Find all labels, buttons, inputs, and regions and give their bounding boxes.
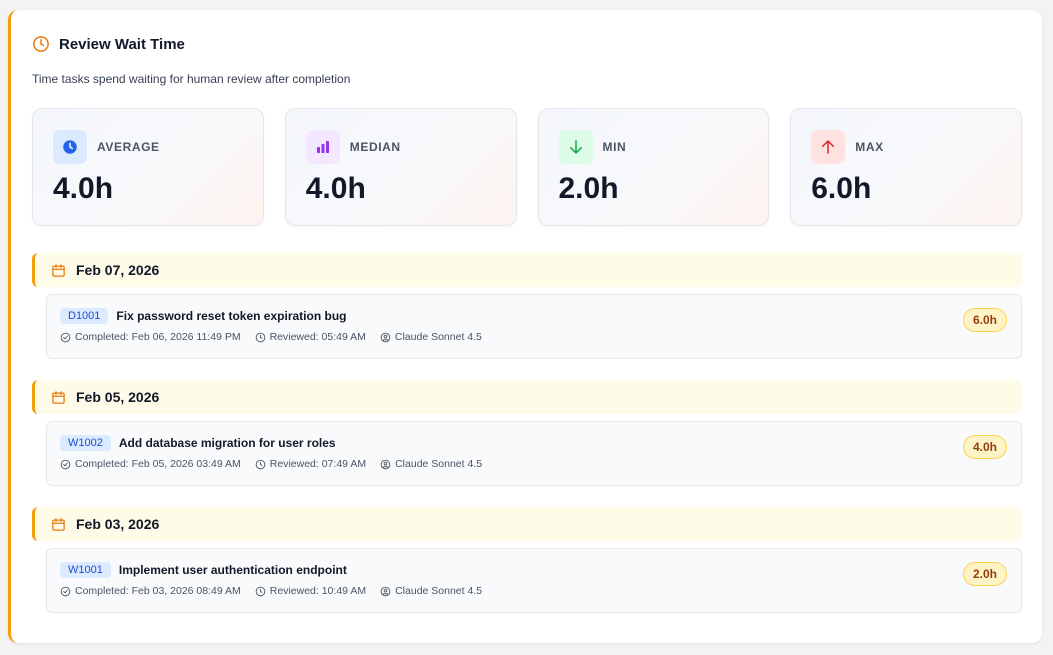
calendar-icon: [51, 517, 66, 532]
check-circle-icon: [60, 586, 71, 596]
agent-meta: Claude Sonnet 4.5: [380, 458, 482, 470]
date-header: Feb 05, 2026: [32, 380, 1022, 414]
calendar-icon: [51, 390, 66, 405]
card-subtitle: Time tasks spend waiting for human revie…: [32, 72, 351, 86]
stat-median: MEDIAN 4.0h: [284, 108, 517, 226]
stat-value: 4.0h: [53, 172, 114, 205]
stat-value: 4.0h: [305, 172, 366, 205]
date-header: Feb 07, 2026: [32, 253, 1022, 287]
check-circle-icon: [60, 332, 71, 342]
user-icon: [380, 332, 391, 342]
agent-meta: Claude Sonnet 4.5: [380, 585, 482, 597]
task-title: Fix password reset token expiration bug: [116, 309, 347, 323]
task-id-badge: D1001: [60, 308, 109, 324]
clock-icon: [53, 130, 87, 164]
reviewed-meta: Reviewed: 05:49 AM: [255, 331, 366, 343]
task-title: Implement user authentication endpoint: [118, 563, 347, 577]
stat-average: AVERAGE 4.0h: [32, 108, 264, 226]
completed-text: Completed: Feb 03, 2026 08:49 AM: [75, 585, 241, 597]
review-wait-time-card: Review Wait Time Time tasks spend waitin…: [8, 10, 1042, 643]
reviewed-meta: Reviewed: 07:49 AM: [255, 458, 366, 470]
stat-label: MIN: [602, 140, 627, 154]
stat-min: MIN 2.0h: [537, 108, 770, 226]
wait-time-badge: 4.0h: [962, 435, 1007, 459]
check-circle-icon: [60, 459, 71, 469]
user-icon: [380, 586, 391, 596]
task-row[interactable]: D1001 Fix password reset token expiratio…: [46, 294, 1022, 359]
date-label: Feb 05, 2026: [76, 389, 160, 405]
task-row[interactable]: W1001 Implement user authentication endp…: [46, 548, 1022, 613]
stat-value: 6.0h: [811, 172, 872, 205]
date-groups: Feb 07, 2026 D1001 Fix password reset to…: [32, 253, 1022, 613]
bar-chart-icon: [305, 130, 340, 164]
task-title: Add database migration for user roles: [118, 436, 336, 450]
task-row[interactable]: W1002 Add database migration for user ro…: [46, 421, 1022, 486]
completed-text: Completed: Feb 06, 2026 11:49 PM: [75, 331, 241, 343]
card-title: Review Wait Time: [59, 35, 185, 53]
completed-text: Completed: Feb 05, 2026 03:49 AM: [75, 458, 241, 470]
arrow-up-icon: [811, 130, 846, 164]
stat-value: 2.0h: [558, 172, 619, 205]
task-id-badge: W1002: [60, 435, 111, 451]
date-group: Feb 03, 2026 W1001 Implement user authen…: [32, 507, 1022, 613]
stats-row: AVERAGE 4.0h MEDIAN 4.0h MIN 2.0h: [32, 108, 1022, 226]
date-header: Feb 03, 2026: [32, 507, 1022, 541]
completed-meta: Completed: Feb 06, 2026 11:49 PM: [60, 331, 241, 343]
agent-text: Claude Sonnet 4.5: [395, 458, 483, 470]
user-icon: [380, 459, 391, 469]
reviewed-text: Reviewed: 07:49 AM: [269, 458, 367, 470]
arrow-down-icon: [558, 130, 593, 164]
clock-icon: [255, 332, 265, 342]
stat-label: MAX: [855, 140, 884, 154]
completed-meta: Completed: Feb 03, 2026 08:49 AM: [60, 585, 241, 597]
date-group: Feb 05, 2026 W1002 Add database migratio…: [32, 380, 1022, 486]
reviewed-text: Reviewed: 10:49 AM: [269, 585, 367, 597]
agent-text: Claude Sonnet 4.5: [395, 585, 483, 597]
reviewed-meta: Reviewed: 10:49 AM: [255, 585, 366, 597]
stat-label: MEDIAN: [349, 140, 401, 154]
date-label: Feb 07, 2026: [76, 262, 160, 278]
clock-icon: [32, 35, 50, 53]
completed-meta: Completed: Feb 05, 2026 03:49 AM: [60, 458, 241, 470]
agent-meta: Claude Sonnet 4.5: [380, 331, 482, 343]
date-label: Feb 03, 2026: [76, 516, 160, 532]
card-header: Review Wait Time: [32, 33, 1022, 55]
stat-label: AVERAGE: [97, 140, 160, 154]
reviewed-text: Reviewed: 05:49 AM: [269, 331, 366, 343]
stat-max: MAX 6.0h: [790, 108, 1022, 226]
clock-icon: [255, 459, 266, 469]
clock-icon: [255, 586, 266, 596]
wait-time-badge: 2.0h: [962, 562, 1007, 586]
calendar-icon: [51, 263, 66, 278]
agent-text: Claude Sonnet 4.5: [394, 331, 482, 343]
date-group: Feb 07, 2026 D1001 Fix password reset to…: [32, 253, 1022, 359]
task-id-badge: W1001: [60, 562, 111, 578]
wait-time-badge: 6.0h: [962, 308, 1007, 332]
